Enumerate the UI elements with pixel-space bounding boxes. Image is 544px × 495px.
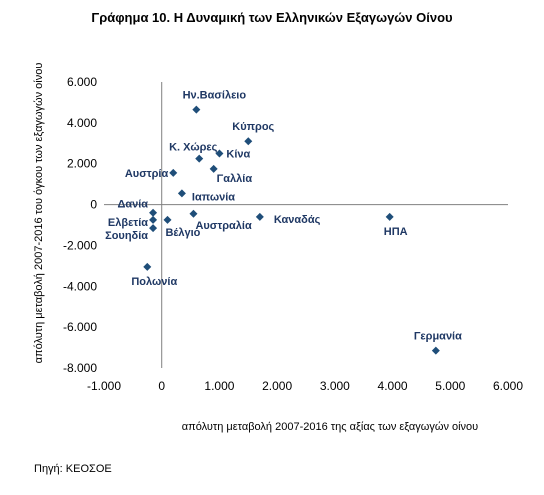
data-point: [143, 262, 152, 271]
data-point: [163, 215, 172, 224]
data-point: [177, 189, 186, 198]
data-point: [189, 209, 198, 218]
y-tick-label: 4.000: [67, 116, 97, 130]
x-tick-label: 5.000: [435, 379, 465, 393]
data-point: [149, 224, 158, 233]
point-label: Σουηδία: [105, 230, 148, 242]
point-label: ΗΠΑ: [384, 226, 408, 238]
data-point: [431, 346, 440, 355]
y-tick-label: -8.000: [63, 361, 97, 375]
data-point: [192, 105, 201, 114]
data-point: [385, 212, 394, 221]
point-label: Κίνα: [226, 149, 250, 161]
y-tick-label: -4.000: [63, 279, 97, 293]
x-tick-label: 2.000: [262, 379, 292, 393]
data-point: [149, 215, 158, 224]
y-tick-label: 2.000: [67, 157, 97, 171]
point-label: Βέλγιο: [165, 227, 200, 239]
point-label: Κύπρος: [232, 121, 274, 133]
x-tick-label: 0: [158, 379, 165, 393]
point-label: Ιαπωνία: [192, 191, 235, 203]
x-tick-label: 1.000: [204, 379, 234, 393]
data-point: [255, 212, 264, 221]
data-point: [169, 168, 178, 177]
y-tick-label: -2.000: [63, 238, 97, 252]
point-label: Ελβετία: [108, 217, 148, 229]
data-point: [149, 208, 158, 217]
x-axis-label: απόλυτη μεταβολή 2007-2016 της αξίας των…: [182, 421, 478, 433]
x-tick-label: 6.000: [493, 379, 523, 393]
data-point: [195, 154, 204, 163]
point-label: Ην.Βασίλειο: [183, 90, 247, 102]
point-label: Αυστραλία: [195, 220, 252, 232]
point-label: Κ. Χώρες: [169, 142, 218, 154]
point-label: Καναδάς: [274, 214, 321, 226]
data-point: [209, 164, 218, 173]
point-label: Αυστρία: [125, 168, 169, 180]
point-label: Δανία: [117, 199, 148, 211]
x-tick-label: 4.000: [378, 379, 408, 393]
point-labels: Ην.Βασίλειο Κύπρος Κίνα Κ. Χώρες Γαλλία Αυστρ…: [105, 90, 462, 343]
x-tick-label: 3.000: [320, 379, 350, 393]
data-point: [244, 137, 253, 146]
chart-title: Γράφημα 10. Η Δυναμική των Ελληνικών Εξα…: [91, 10, 453, 25]
y-tick-labels: 6.000 4.000 2.000 0 -2.000 -4.000 -6.000 -8.000: [63, 75, 97, 375]
data-points: [143, 105, 440, 355]
axes: [104, 82, 508, 368]
point-label: Γερμανία: [414, 331, 462, 343]
x-tick-labels: -1.000 0 1.000 2.000 3.000 4.000 5.000 6.000: [87, 379, 523, 393]
data-point: [215, 149, 224, 158]
x-tick-label: -1.000: [87, 379, 121, 393]
source-note: Πηγή: ΚΕΟΣΟΕ: [34, 463, 112, 475]
point-label: Πολωνία: [131, 276, 177, 288]
y-tick-label: 0: [90, 198, 97, 212]
y-tick-label: -6.000: [63, 320, 97, 334]
y-tick-label: 6.000: [67, 75, 97, 89]
point-label: Γαλλία: [217, 173, 253, 185]
y-axis-label: απόλυτη μεταβολή 2007-2016 του όγκου των…: [33, 63, 45, 364]
